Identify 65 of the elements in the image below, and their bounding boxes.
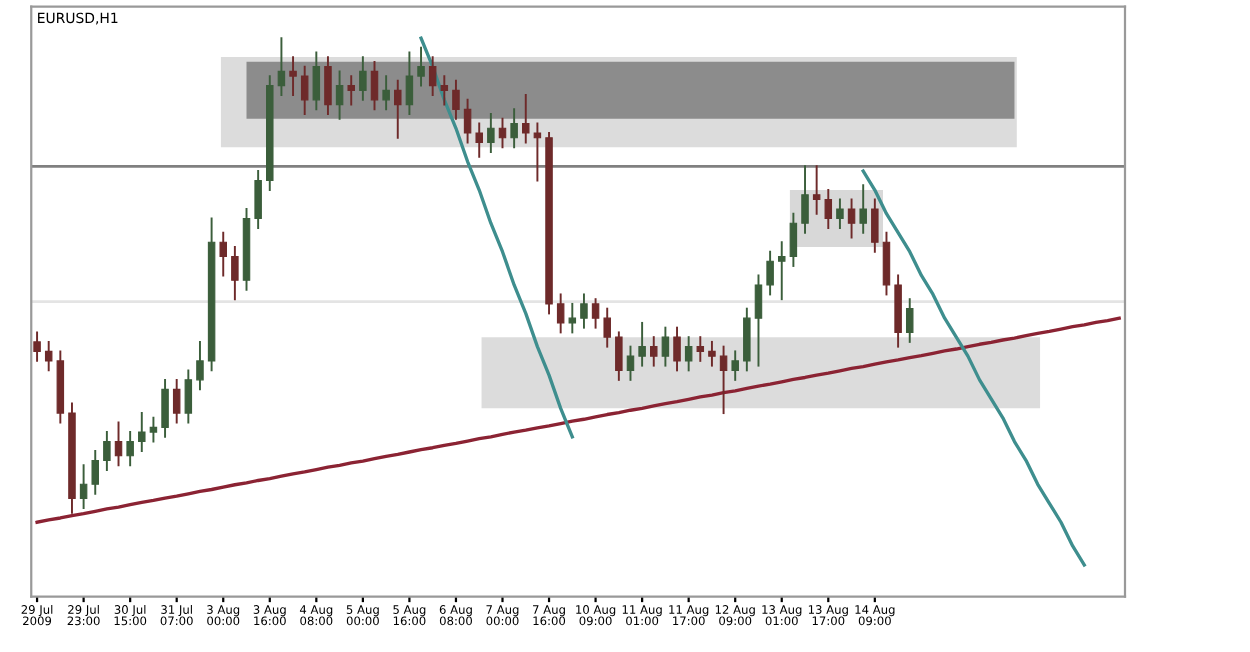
candlestick [905,298,914,343]
candlestick [556,293,565,334]
candlestick [370,60,379,111]
candlestick [882,231,891,296]
candlestick [312,51,321,111]
candlestick [754,274,763,367]
candlestick [859,184,867,234]
candlestick [487,113,495,154]
candlestick [114,421,123,467]
candlestick [533,122,542,182]
candlestick [568,302,577,334]
candlestick [626,345,635,381]
candlestick [335,70,344,120]
candlestick [149,416,158,443]
candlestick [347,75,355,106]
candlestick [522,94,530,144]
candlestick [708,340,716,367]
candlestick [161,378,169,438]
candlestick [231,246,239,301]
candlestick [103,431,111,472]
candlestick [743,307,751,372]
candlestick [603,307,611,348]
candlestick [766,250,774,296]
candlestick [79,464,88,509]
candlestick [324,56,332,116]
candlestick [138,412,146,453]
candlestick [452,79,460,120]
candlestick [33,331,41,362]
candlestick [219,231,227,277]
candlestick [277,37,286,97]
candlestick [300,65,309,116]
candlestick [894,274,902,348]
candlestick [394,79,402,139]
candlestick [510,108,518,149]
candlestick [172,378,181,424]
candlestick [777,241,786,301]
candlestick [696,336,705,362]
candlestick [359,56,367,101]
candlestick [871,198,879,253]
candlestick [661,326,670,367]
candlestick [673,326,681,372]
candlestick [638,321,646,367]
candlestick [289,56,297,97]
candlestick [417,46,425,87]
candlestick [684,336,693,372]
candlestick [498,117,507,149]
candlestick [591,298,600,329]
candlestick [126,431,134,467]
candlestick [789,212,798,267]
candlestick [801,165,809,234]
candlestick [836,198,844,229]
candlestick [196,340,204,391]
candlestick [719,345,728,415]
candlestick [731,350,739,381]
candlestick [382,75,390,111]
candlestick [847,198,856,239]
candlestick [405,51,414,116]
candlestick [580,293,588,329]
candlestick [184,369,193,424]
candlestick [91,450,100,495]
candlestick [650,336,658,367]
candlestick [463,98,472,144]
candlestick [615,331,623,381]
candlestick [254,170,262,229]
candlestick [475,122,483,158]
